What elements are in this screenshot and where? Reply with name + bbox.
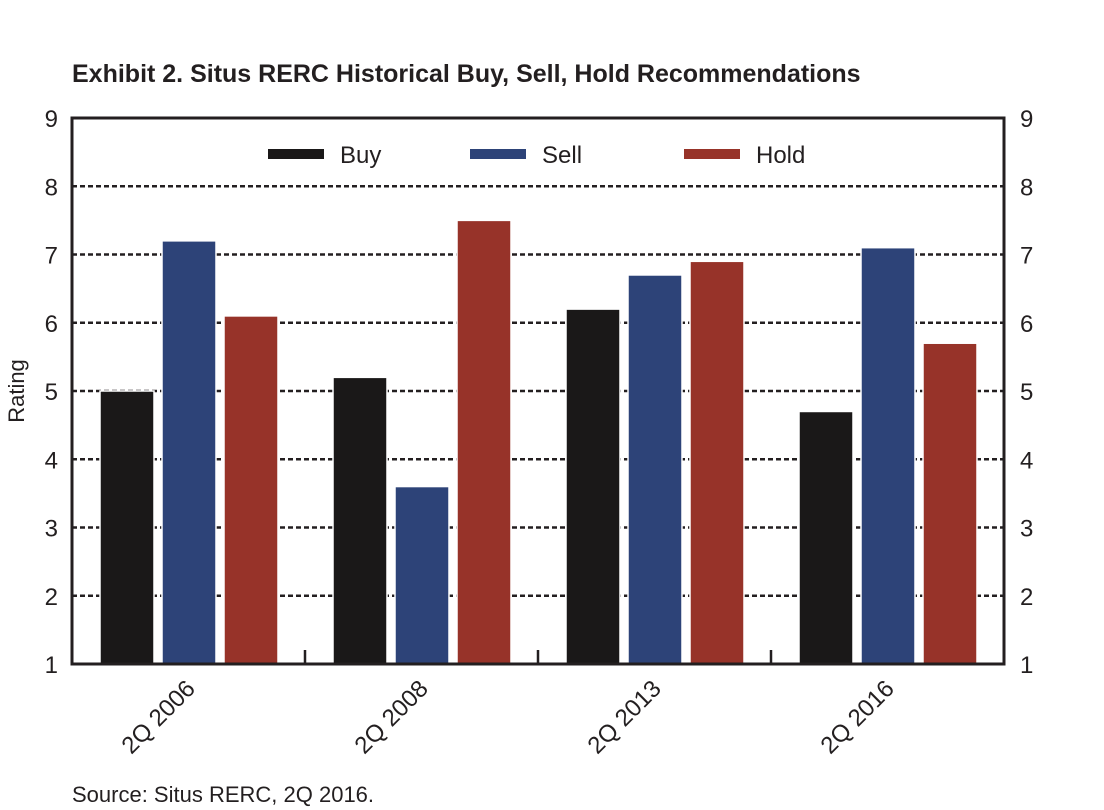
y-tick-label-right: 1 — [1020, 652, 1033, 679]
bar-sell-2q-2013 — [627, 274, 683, 665]
y-tick-label-left: 5 — [45, 379, 58, 406]
y-tick-label-left: 7 — [45, 243, 58, 270]
y-axis-label: Rating — [4, 359, 29, 423]
bar-sell-2q-2016 — [860, 246, 916, 665]
bar-hold-2q-2006 — [223, 315, 279, 665]
bar-sell-2q-2008 — [394, 485, 450, 665]
y-tick-label-left: 9 — [45, 106, 58, 133]
x-tick-label: 2Q 2006 — [117, 675, 201, 759]
legend: Buy Sell Hold — [268, 142, 805, 169]
y-tick-label-right: 9 — [1020, 106, 1033, 133]
bars — [99, 219, 978, 665]
source-note: Source: Situs RERC, 2Q 2016. — [72, 782, 374, 807]
bar-hold-2q-2016 — [922, 342, 978, 665]
legend-swatch-sell — [470, 149, 526, 159]
x-axis-tick-labels: 2Q 2006 2Q 2008 2Q 2013 2Q 2016 — [117, 675, 900, 759]
y-tick-label-left: 6 — [45, 311, 58, 338]
bar-buy-2q-2013 — [565, 308, 621, 665]
y-tick-label-right: 4 — [1020, 447, 1033, 474]
y-tick-label-left: 2 — [45, 584, 58, 611]
legend-label-sell: Sell — [542, 142, 582, 169]
bar-sell-2q-2006 — [161, 240, 217, 665]
bar-buy-2q-2006 — [99, 390, 155, 665]
y-tick-label-left: 8 — [45, 174, 58, 201]
chart-title: Exhibit 2. Situs RERC Historical Buy, Se… — [72, 60, 861, 88]
x-tick-label: 2Q 2008 — [350, 675, 434, 759]
legend-swatch-hold — [684, 149, 740, 159]
y-tick-label-left: 4 — [45, 447, 58, 474]
x-tick-label: 2Q 2016 — [816, 675, 900, 759]
y-tick-label-left: 1 — [45, 652, 58, 679]
legend-label-buy: Buy — [340, 142, 381, 169]
bar-buy-2q-2008 — [332, 376, 388, 665]
y-tick-label-right: 6 — [1020, 311, 1033, 338]
y-tick-label-right: 5 — [1020, 379, 1033, 406]
y-axis-right-ticks: 1 2 3 4 5 6 7 8 9 — [1020, 106, 1033, 679]
bar-hold-2q-2008 — [456, 219, 512, 665]
y-axis-left-ticks: 1 2 3 4 5 6 7 8 9 — [45, 106, 58, 679]
y-tick-label-right: 7 — [1020, 243, 1033, 270]
y-tick-label-left: 3 — [45, 516, 58, 543]
bar-hold-2q-2013 — [689, 260, 745, 665]
legend-swatch-buy — [268, 149, 324, 159]
x-tick-label: 2Q 2013 — [583, 675, 667, 759]
y-tick-label-right: 8 — [1020, 174, 1033, 201]
legend-label-hold: Hold — [756, 142, 805, 169]
bar-buy-2q-2016 — [798, 410, 854, 665]
y-tick-label-right: 3 — [1020, 516, 1033, 543]
y-tick-label-right: 2 — [1020, 584, 1033, 611]
x-tick-marks — [303, 650, 773, 664]
